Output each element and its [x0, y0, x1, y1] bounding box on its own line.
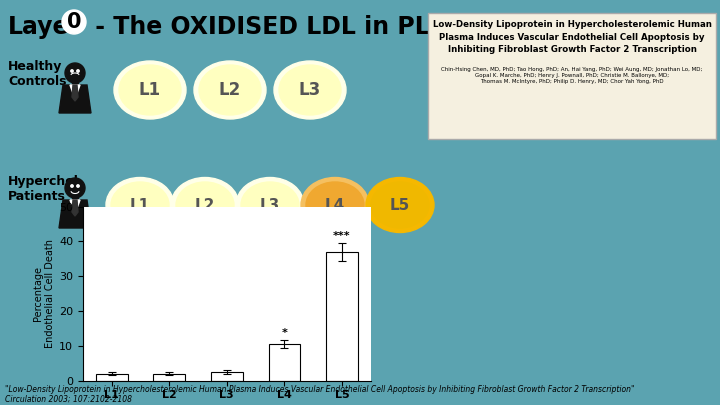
Ellipse shape: [274, 61, 346, 119]
Polygon shape: [72, 200, 78, 216]
Text: Low-Density Lipoprotein in Hypercholesterolemic Human
Plasma Induces Vascular En: Low-Density Lipoprotein in Hypercholeste…: [433, 20, 711, 54]
Polygon shape: [70, 200, 80, 214]
Circle shape: [65, 178, 85, 198]
Polygon shape: [59, 200, 91, 228]
Ellipse shape: [371, 182, 429, 228]
FancyBboxPatch shape: [72, 188, 78, 200]
Text: 0: 0: [67, 12, 81, 32]
Circle shape: [77, 185, 79, 187]
Ellipse shape: [241, 182, 299, 228]
Ellipse shape: [306, 182, 364, 228]
Text: Circulation 2003; 107:2102-2108: Circulation 2003; 107:2102-2108: [5, 395, 132, 404]
Text: L3: L3: [260, 198, 280, 213]
Text: L5: L5: [390, 198, 410, 213]
Polygon shape: [70, 85, 80, 99]
Ellipse shape: [114, 61, 186, 119]
Bar: [326, 252, 358, 381]
Text: Healthy
Controls: Healthy Controls: [8, 60, 66, 88]
Ellipse shape: [176, 182, 234, 228]
Ellipse shape: [106, 177, 174, 232]
Ellipse shape: [171, 177, 239, 232]
Circle shape: [65, 63, 85, 83]
Text: L1: L1: [139, 81, 161, 99]
Text: Hyperchol
Patients: Hyperchol Patients: [8, 175, 79, 203]
Text: Layer: Layer: [8, 15, 81, 39]
Ellipse shape: [199, 65, 261, 115]
Text: Chin-Hsing Chen, MD, PhD; Tao Hong, PhD; An, Hai Yang, PhD; Wei Aung, MD; Jonath: Chin-Hsing Chen, MD, PhD; Tao Hong, PhD;…: [441, 67, 703, 84]
Circle shape: [71, 185, 73, 187]
Y-axis label: Percentage
Endothelial Cell Death: Percentage Endothelial Cell Death: [33, 239, 55, 348]
Text: L3: L3: [299, 81, 321, 99]
FancyBboxPatch shape: [428, 13, 716, 139]
Circle shape: [71, 70, 73, 72]
Circle shape: [62, 10, 86, 34]
Bar: [211, 372, 243, 381]
Text: *: *: [282, 328, 287, 338]
Text: - The OXIDISED LDL in PLASMA?: - The OXIDISED LDL in PLASMA?: [87, 15, 521, 39]
Text: ***: ***: [333, 231, 351, 241]
Text: L2: L2: [195, 198, 215, 213]
Ellipse shape: [279, 65, 341, 115]
Bar: [269, 344, 300, 381]
Ellipse shape: [236, 177, 304, 232]
Ellipse shape: [301, 177, 369, 232]
Circle shape: [77, 70, 79, 72]
Polygon shape: [59, 85, 91, 113]
Bar: [96, 374, 127, 381]
Text: L4: L4: [325, 198, 345, 213]
Ellipse shape: [119, 65, 181, 115]
Ellipse shape: [366, 177, 434, 232]
Ellipse shape: [111, 182, 169, 228]
Bar: [153, 374, 185, 381]
Text: L1: L1: [130, 198, 150, 213]
Polygon shape: [72, 85, 78, 101]
Ellipse shape: [194, 61, 266, 119]
Text: L2: L2: [219, 81, 241, 99]
FancyBboxPatch shape: [72, 73, 78, 85]
Text: "Low-Density Lipoprotein in Hypercholesterolemic Human Plasma Induces Vascular E: "Low-Density Lipoprotein in Hypercholest…: [5, 385, 634, 394]
